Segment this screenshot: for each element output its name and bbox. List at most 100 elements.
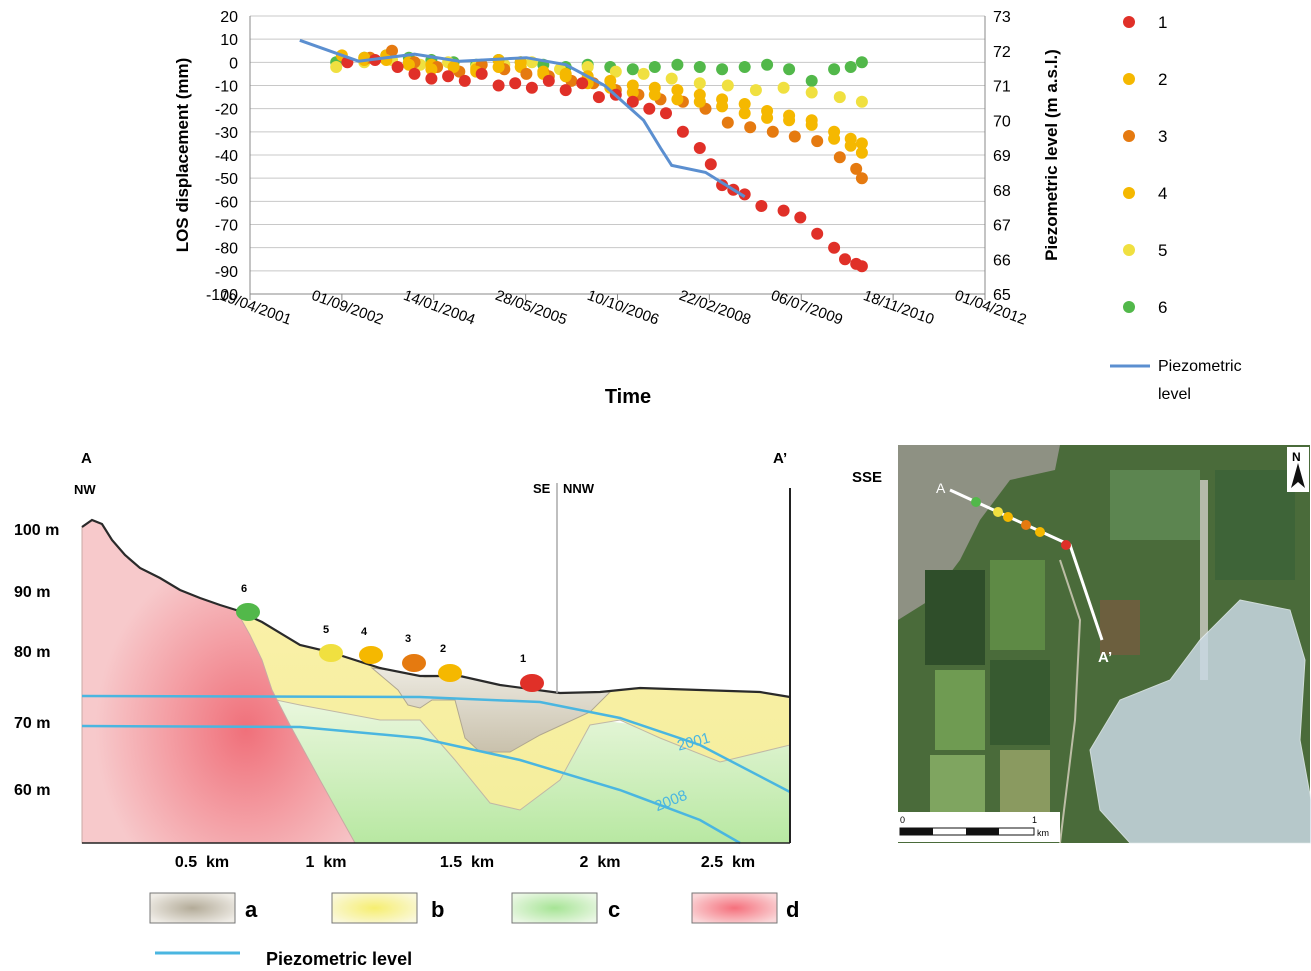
data-point-series-6 bbox=[761, 58, 774, 71]
map-point-4 bbox=[1003, 512, 1013, 522]
x-tick-label: 06/07/2009 bbox=[769, 287, 845, 329]
data-point-series-1 bbox=[559, 84, 572, 97]
legend-label-1: 1 bbox=[1158, 13, 1167, 32]
data-point-series-5 bbox=[777, 81, 790, 94]
x-tick-labels: 19/04/2001 01/09/2002 14/01/2004 28/05/2005… bbox=[217, 287, 1028, 329]
data-point-series-6 bbox=[844, 61, 857, 73]
data-point-series-6 bbox=[738, 61, 751, 73]
data-point-series-5 bbox=[330, 61, 343, 73]
data-point-series-6 bbox=[716, 63, 729, 76]
data-point-series-1 bbox=[828, 241, 841, 254]
map-scale-seg-1 bbox=[900, 828, 933, 835]
x-tick-label: 22/02/2008 bbox=[677, 287, 753, 329]
legend-piezometric-label-1: Piezometric bbox=[1158, 358, 1242, 375]
distance-label-0-5: 0.5 km bbox=[175, 854, 229, 871]
map-field-1 bbox=[925, 570, 985, 665]
legend-label-2: 2 bbox=[1158, 70, 1167, 89]
legend-marker-1 bbox=[1123, 16, 1135, 28]
section-point-label-2: 2 bbox=[440, 643, 446, 655]
direction-se: SE bbox=[533, 481, 551, 496]
y2-tick-labels: 73 72 71 70 69 68 67 66 65 bbox=[993, 9, 1011, 304]
data-point-series-4 bbox=[855, 146, 868, 159]
section-point-5 bbox=[319, 644, 343, 662]
map-label-a: A bbox=[936, 480, 946, 496]
elevation-label-80: 80 m bbox=[14, 644, 50, 661]
cross-section: 2001 2008 A A’ NW SE NNW 100 m 90 m 80 m… bbox=[14, 450, 791, 871]
legend-swatch-c bbox=[511, 892, 598, 924]
data-point-series-2 bbox=[402, 58, 415, 71]
map-field-9 bbox=[1100, 600, 1140, 655]
data-point-series-1 bbox=[458, 74, 471, 87]
data-point-series-1 bbox=[408, 67, 421, 80]
map-field-8 bbox=[1215, 470, 1295, 580]
y2-tick-label: 66 bbox=[993, 252, 1011, 269]
data-point-series-1 bbox=[442, 70, 455, 83]
legend-label-5: 5 bbox=[1158, 241, 1167, 260]
legend-label-3: 3 bbox=[1158, 127, 1167, 146]
data-point-series-1 bbox=[777, 204, 790, 217]
piezometric-line bbox=[299, 38, 746, 198]
data-point-series-6 bbox=[783, 63, 796, 76]
series-points bbox=[330, 44, 868, 273]
data-point-series-2 bbox=[559, 70, 572, 83]
section-point-label-5: 5 bbox=[323, 624, 329, 636]
x-tick-label: 01/04/2012 bbox=[952, 287, 1028, 329]
data-point-series-1 bbox=[592, 91, 605, 104]
data-point-series-1 bbox=[391, 61, 404, 73]
data-point-series-1 bbox=[704, 158, 717, 171]
x-tick-label: 14/01/2004 bbox=[401, 287, 477, 329]
legend-swatch-d bbox=[691, 892, 778, 924]
data-point-series-2 bbox=[783, 114, 796, 127]
section-point-label-1: 1 bbox=[520, 653, 526, 665]
data-point-series-3 bbox=[850, 162, 863, 175]
data-point-series-5 bbox=[581, 61, 594, 73]
x-axis-title: Time bbox=[605, 386, 651, 408]
map-direction-label: SSE bbox=[852, 469, 882, 486]
legend-piezo-text: Piezometric level bbox=[266, 949, 412, 969]
data-point-series-1 bbox=[855, 260, 868, 273]
chart-legend: 1 2 3 4 5 6 Piezometric level bbox=[1110, 13, 1242, 403]
section-point-3 bbox=[402, 654, 426, 672]
elevation-label-70: 70 m bbox=[14, 715, 50, 732]
section-point-2 bbox=[438, 664, 462, 682]
map-point-1 bbox=[1061, 540, 1071, 550]
data-point-series-2 bbox=[828, 125, 841, 138]
y-tick-label: -80 bbox=[215, 241, 238, 258]
section-legend: a b c d Piezometric level bbox=[149, 892, 799, 969]
data-point-series-1 bbox=[492, 79, 505, 92]
data-point-series-5 bbox=[637, 67, 650, 80]
legend-key-c: c bbox=[608, 897, 620, 922]
data-point-series-5 bbox=[833, 91, 846, 104]
y-axis-title: LOS displacement (mm) bbox=[173, 58, 192, 253]
map-point-2 bbox=[1035, 527, 1045, 537]
data-point-series-1 bbox=[660, 107, 672, 120]
y-tick-label: -10 bbox=[215, 79, 238, 96]
distance-label-2: 2 km bbox=[580, 854, 621, 871]
data-point-series-5 bbox=[855, 95, 868, 108]
data-point-series-5 bbox=[749, 84, 762, 97]
data-point-series-2 bbox=[693, 95, 706, 108]
map-road bbox=[1059, 559, 1082, 844]
data-point-series-1 bbox=[542, 74, 555, 87]
data-point-series-5 bbox=[665, 72, 678, 85]
data-point-series-1 bbox=[794, 211, 807, 224]
map-north-label: N bbox=[1292, 450, 1301, 464]
data-point-series-2 bbox=[844, 132, 857, 145]
legend-key-a: a bbox=[245, 897, 258, 922]
map-label-a-prime: A’ bbox=[1098, 649, 1112, 666]
y-tick-label: -60 bbox=[215, 194, 238, 211]
map-scale-box bbox=[898, 812, 1060, 842]
y2-tick-label: 72 bbox=[993, 44, 1011, 61]
section-end-left: A bbox=[81, 450, 92, 467]
data-point-series-2 bbox=[648, 88, 661, 101]
x-tick-label: 28/05/2005 bbox=[493, 287, 569, 329]
data-point-series-6 bbox=[648, 61, 661, 73]
map-scale-zero: 0 bbox=[900, 815, 905, 825]
data-point-series-1 bbox=[676, 125, 689, 138]
data-point-series-1 bbox=[626, 95, 639, 108]
y-tick-label: -20 bbox=[215, 102, 238, 119]
map-field-7 bbox=[1110, 470, 1200, 540]
y-tick-label: -30 bbox=[215, 125, 238, 142]
legend-key-b: b bbox=[431, 897, 444, 922]
